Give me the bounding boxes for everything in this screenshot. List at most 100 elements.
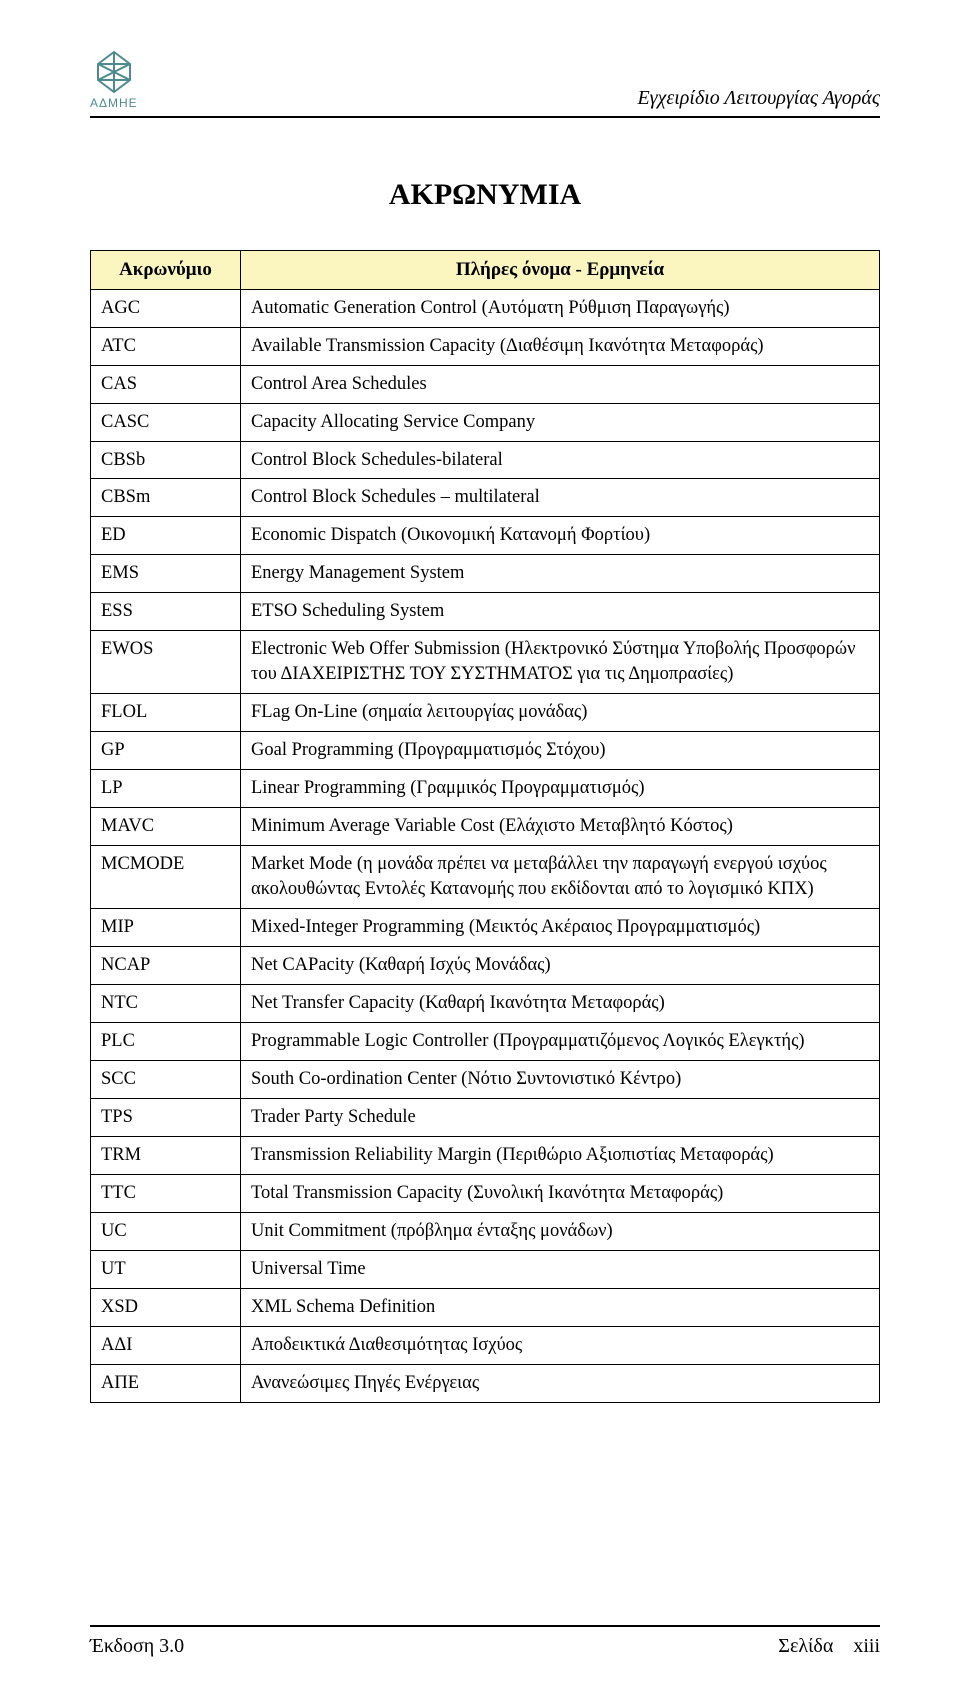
acronym-cell: CAS (91, 365, 241, 403)
definition-cell: Available Transmission Capacity (Διαθέσι… (241, 327, 880, 365)
table-row: AGCAutomatic Generation Control (Αυτόματ… (91, 289, 880, 327)
table-row: EMSEnergy Management System (91, 555, 880, 593)
page-footer: Έκδοση 3.0 Σελίδα xiii (90, 1625, 880, 1658)
table-row: NTCNet Transfer Capacity (Καθαρή Ικανότη… (91, 985, 880, 1023)
table-row: NCAPNet CAPacity (Καθαρή Ισχύς Μονάδας) (91, 947, 880, 985)
col-header-fullname: Πλήρες όνομα - Ερμηνεία (241, 251, 880, 290)
acronym-cell: PLC (91, 1023, 241, 1061)
acronym-cell: XSD (91, 1288, 241, 1326)
table-row: UCUnit Commitment (πρόβλημα ένταξης μονά… (91, 1212, 880, 1250)
definition-cell: Net CAPacity (Καθαρή Ισχύς Μονάδας) (241, 947, 880, 985)
table-row: ΑΔΙΑποδεικτικά Διαθεσιμότητας Ισχύος (91, 1326, 880, 1364)
definition-cell: Energy Management System (241, 555, 880, 593)
acronym-cell: GP (91, 732, 241, 770)
page: ΑΔΜΗΕ Εγχειρίδιο Λειτουργίας Αγοράς ΑΚΡΩ… (0, 0, 960, 1700)
table-row: SCCSouth Co-ordination Center (Νότιο Συν… (91, 1060, 880, 1098)
acronym-cell: UC (91, 1212, 241, 1250)
acronym-cell: ΑΠΕ (91, 1364, 241, 1402)
definition-cell: South Co-ordination Center (Νότιο Συντον… (241, 1060, 880, 1098)
definition-cell: Control Block Schedules – multilateral (241, 479, 880, 517)
footer-right-num: xiii (853, 1635, 880, 1657)
table-row: LPLinear Programming (Γραμμικός Προγραμμ… (91, 770, 880, 808)
definition-cell: ETSO Scheduling System (241, 593, 880, 631)
definition-cell: Transmission Reliability Margin (Περιθώρ… (241, 1136, 880, 1174)
table-row: TRMTransmission Reliability Margin (Περι… (91, 1136, 880, 1174)
acronym-cell: TTC (91, 1174, 241, 1212)
footer-right-label: Σελίδα (778, 1635, 833, 1657)
definition-cell: FLag On-Line (σημαία λειτουργίας μονάδας… (241, 694, 880, 732)
acronym-cell: ED (91, 517, 241, 555)
acronym-cell: MAVC (91, 808, 241, 846)
definition-cell: Net Transfer Capacity (Καθαρή Ικανότητα … (241, 985, 880, 1023)
footer-right: Σελίδα xiii (778, 1635, 880, 1658)
acronym-cell: MCMODE (91, 846, 241, 909)
acronym-cell: NCAP (91, 947, 241, 985)
main-title: ΑΚΡΩΝΥΜΙΑ (90, 178, 880, 212)
acronym-cell: AGC (91, 289, 241, 327)
definition-cell: Linear Programming (Γραμμικός Προγραμματ… (241, 770, 880, 808)
acronym-cell: CBSm (91, 479, 241, 517)
acronym-cell: CASC (91, 403, 241, 441)
definition-cell: Ανανεώσιμες Πηγές Ενέργειας (241, 1364, 880, 1402)
table-row: GPGoal Programming (Προγραμματισμός Στόχ… (91, 732, 880, 770)
definition-cell: Automatic Generation Control (Αυτόματη Ρ… (241, 289, 880, 327)
acronym-cell: TRM (91, 1136, 241, 1174)
table-row: MAVCMinimum Average Variable Cost (Ελάχι… (91, 808, 880, 846)
footer-left: Έκδοση 3.0 (90, 1635, 184, 1658)
acronym-cell: NTC (91, 985, 241, 1023)
logo: ΑΔΜΗΕ (90, 50, 138, 110)
admie-logo-icon (94, 50, 134, 94)
table-row: TTCTotal Transmission Capacity (Συνολική… (91, 1174, 880, 1212)
acronym-cell: MIP (91, 909, 241, 947)
header-rule (90, 116, 880, 118)
definition-cell: Control Area Schedules (241, 365, 880, 403)
definition-cell: Αποδεικτικά Διαθεσιμότητας Ισχύος (241, 1326, 880, 1364)
definition-cell: Mixed-Integer Programming (Μεικτός Ακέρα… (241, 909, 880, 947)
definition-cell: Minimum Average Variable Cost (Ελάχιστο … (241, 808, 880, 846)
col-header-acronym: Ακρωνύμιο (91, 251, 241, 290)
acronym-cell: ESS (91, 593, 241, 631)
doc-title: Εγχειρίδιο Λειτουργίας Αγοράς (637, 87, 880, 110)
definition-cell: Universal Time (241, 1250, 880, 1288)
acronym-cell: ΑΔΙ (91, 1326, 241, 1364)
table-row: EWOSElectronic Web Offer Submission (Ηλε… (91, 631, 880, 694)
table-row: ΑΠΕΑνανεώσιμες Πηγές Ενέργειας (91, 1364, 880, 1402)
definition-cell: Economic Dispatch (Οικονομική Κατανομή Φ… (241, 517, 880, 555)
table-row: MCMODEMarket Mode (η μονάδα πρέπει να με… (91, 846, 880, 909)
acronym-cell: FLOL (91, 694, 241, 732)
definition-cell: Unit Commitment (πρόβλημα ένταξης μονάδω… (241, 1212, 880, 1250)
page-header: ΑΔΜΗΕ Εγχειρίδιο Λειτουργίας Αγοράς (90, 50, 880, 110)
definition-cell: Electronic Web Offer Submission (Ηλεκτρο… (241, 631, 880, 694)
definition-cell: Programmable Logic Controller (Προγραμμα… (241, 1023, 880, 1061)
table-row: CBSmControl Block Schedules – multilater… (91, 479, 880, 517)
table-row: ESSETSO Scheduling System (91, 593, 880, 631)
table-row: UTUniversal Time (91, 1250, 880, 1288)
table-row: ATCAvailable Transmission Capacity (Διαθ… (91, 327, 880, 365)
definition-cell: Capacity Allocating Service Company (241, 403, 880, 441)
acronym-cell: CBSb (91, 441, 241, 479)
table-row: FLOLFLag On-Line (σημαία λειτουργίας μον… (91, 694, 880, 732)
definition-cell: Trader Party Schedule (241, 1098, 880, 1136)
acronym-cell: EMS (91, 555, 241, 593)
definition-cell: XML Schema Definition (241, 1288, 880, 1326)
table-row: TPSTrader Party Schedule (91, 1098, 880, 1136)
table-row: XSDXML Schema Definition (91, 1288, 880, 1326)
footer-rule (90, 1625, 880, 1627)
table-row: MIPMixed-Integer Programming (Μεικτός Ακ… (91, 909, 880, 947)
table-row: EDEconomic Dispatch (Οικονομική Κατανομή… (91, 517, 880, 555)
table-row: CASCCapacity Allocating Service Company (91, 403, 880, 441)
acronym-cell: TPS (91, 1098, 241, 1136)
acronym-table: Ακρωνύμιο Πλήρες όνομα - Ερμηνεία AGCAut… (90, 250, 880, 1403)
definition-cell: Control Block Schedules-bilateral (241, 441, 880, 479)
logo-caption: ΑΔΜΗΕ (90, 96, 138, 110)
acronym-cell: LP (91, 770, 241, 808)
table-header-row: Ακρωνύμιο Πλήρες όνομα - Ερμηνεία (91, 251, 880, 290)
acronym-cell: ATC (91, 327, 241, 365)
acronym-cell: EWOS (91, 631, 241, 694)
table-row: PLCProgrammable Logic Controller (Προγρα… (91, 1023, 880, 1061)
table-row: CASControl Area Schedules (91, 365, 880, 403)
definition-cell: Total Transmission Capacity (Συνολική Ικ… (241, 1174, 880, 1212)
acronym-cell: SCC (91, 1060, 241, 1098)
acronym-cell: UT (91, 1250, 241, 1288)
table-row: CBSbControl Block Schedules-bilateral (91, 441, 880, 479)
